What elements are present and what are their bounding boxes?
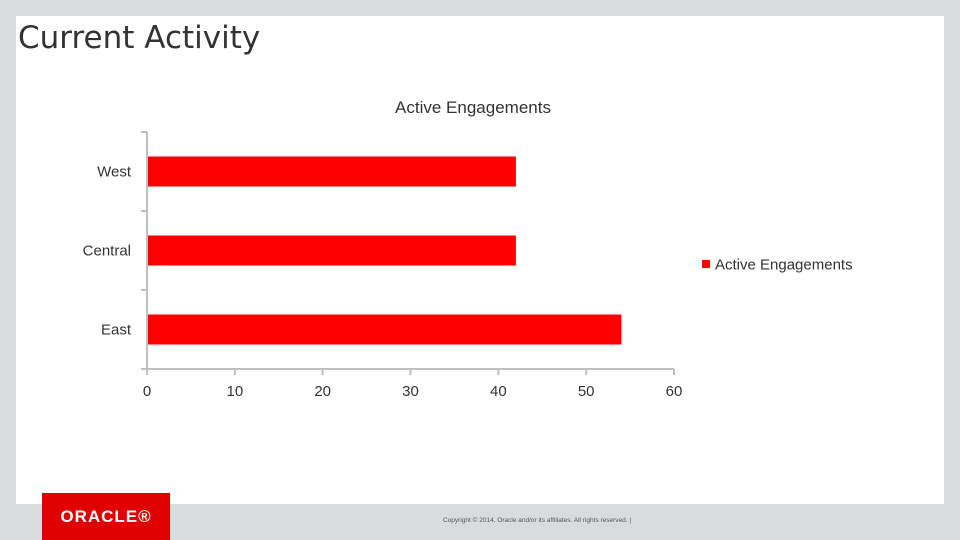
slide-title: Current Activity <box>18 20 261 56</box>
legend-swatch <box>702 260 710 268</box>
oracle-logo: ORACLE® <box>42 493 170 540</box>
copyright-text: Copyright © 2014, Oracle and/or its affi… <box>443 517 632 524</box>
chart-bars <box>148 156 622 345</box>
chart-title: Active Engagements <box>395 98 551 117</box>
x-tick-label: 50 <box>578 383 595 400</box>
category-label: Central <box>83 243 131 260</box>
bar-east <box>148 314 622 345</box>
x-tick-label: 10 <box>226 383 243 400</box>
x-tick-label: 40 <box>490 383 507 400</box>
x-tick-labels: 0 10 20 30 40 50 60 <box>143 383 683 400</box>
chart-axes <box>141 131 675 375</box>
category-label: East <box>101 322 132 339</box>
bar-west <box>148 156 516 187</box>
x-tick-label: 0 <box>143 383 151 400</box>
x-tick-label: 30 <box>402 383 419 400</box>
x-tick-label: 60 <box>666 383 683 400</box>
category-labels: West Central East <box>83 164 132 339</box>
bar-central <box>148 235 516 266</box>
oracle-logo-text: ORACLE® <box>60 506 152 526</box>
category-label: West <box>97 164 132 181</box>
legend-label: Active Engagements <box>715 257 853 274</box>
legend: Active Engagements <box>702 257 853 274</box>
x-tick-label: 20 <box>314 383 331 400</box>
